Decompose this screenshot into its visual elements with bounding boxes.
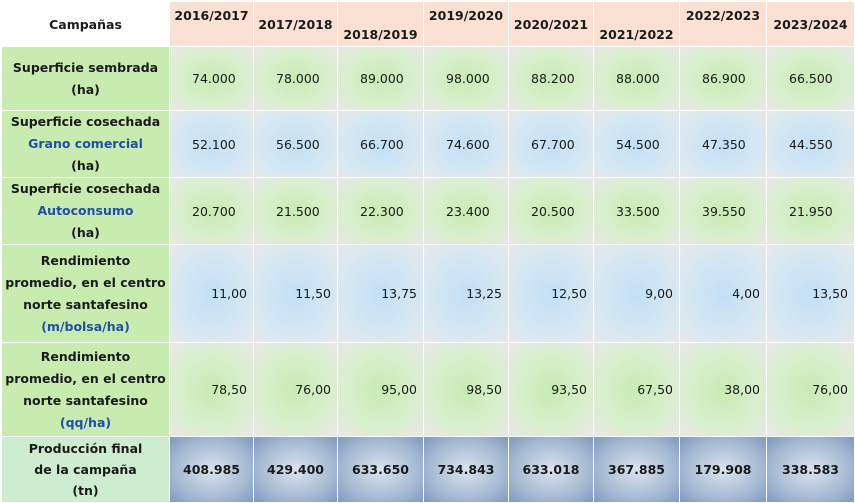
year-header: 2021/2022 <box>593 1 680 47</box>
year-header: 2018/2019 <box>337 1 424 47</box>
table-cell: 12,50 <box>508 244 594 343</box>
table-cell: 367.885 <box>593 436 680 503</box>
table-cell: 67.700 <box>508 110 594 178</box>
row-label: Superficie sembrada (ha) <box>1 46 170 111</box>
year-header: 2022/2023 <box>679 1 767 47</box>
table-cell: 74.000 <box>169 46 254 111</box>
table-cell: 13,75 <box>337 244 424 343</box>
row-label-line: Superficie sembrada <box>12 59 159 75</box>
table-cell: 66.500 <box>766 46 855 111</box>
table-cell: 633.018 <box>508 436 594 503</box>
table-cell: 95,00 <box>337 342 424 437</box>
table-cell: 93,50 <box>508 342 594 437</box>
row-label-line: Superficie cosechada <box>10 114 161 129</box>
table-cell: 88.000 <box>593 46 680 111</box>
row-label: Rendimiento promedio, en el centro norte… <box>1 342 170 437</box>
table-cell: 98,50 <box>423 342 509 437</box>
table-row: Rendimiento promedio, en el centro norte… <box>1 244 855 343</box>
table-cell: 98.000 <box>423 46 509 111</box>
row-label-line: norte santafesino <box>23 296 148 312</box>
table-row: Superficie cosechada Autoconsumo (ha) 20… <box>1 177 855 245</box>
row-label-line: promedio, en el centro <box>5 370 166 386</box>
row-label-line: promedio, en el centro <box>5 274 166 290</box>
table-cell: 11,00 <box>169 244 254 343</box>
year-header: 2020/2021 <box>508 1 594 47</box>
row-label-line: Rendimiento <box>40 348 131 364</box>
row-label-line: (m/bolsa/ha) <box>41 318 130 334</box>
row-label-line: (ha) <box>71 158 100 173</box>
table-cell: 20.500 <box>508 177 594 245</box>
table-row: Rendimiento promedio, en el centro norte… <box>1 342 855 437</box>
row-label-line: (qq/ha) <box>59 414 112 430</box>
table-cell: 179.908 <box>679 436 767 503</box>
table-cell: 66.700 <box>337 110 424 178</box>
table-row: Producción final de la campaña (tn) 408.… <box>1 436 855 503</box>
row-label-line: Autoconsumo <box>37 203 134 218</box>
table-row: Superficie cosechada Grano comercial (ha… <box>1 110 855 178</box>
row-label-line: Rendimiento <box>40 252 131 268</box>
table-cell: 338.583 <box>766 436 855 503</box>
table-cell: 76,00 <box>253 342 338 437</box>
row-label-line: (tn) <box>72 483 99 498</box>
header-corner: Campañas <box>1 1 170 47</box>
table-cell: 21.950 <box>766 177 855 245</box>
table-cell: 78.000 <box>253 46 338 111</box>
table-cell: 429.400 <box>253 436 338 503</box>
table-cell: 67,50 <box>593 342 680 437</box>
table-cell: 20.700 <box>169 177 254 245</box>
table-cell: 13,25 <box>423 244 509 343</box>
row-label: Rendimiento promedio, en el centro norte… <box>1 244 170 343</box>
table-cell: 13,50 <box>766 244 855 343</box>
table-cell: 22.300 <box>337 177 424 245</box>
table-cell: 9,00 <box>593 244 680 343</box>
table-cell: 56.500 <box>253 110 338 178</box>
table-cell: 21.500 <box>253 177 338 245</box>
table-row: Superficie sembrada (ha) 74.000 78.000 8… <box>1 46 855 111</box>
table-cell: 74.600 <box>423 110 509 178</box>
table-cell: 52.100 <box>169 110 254 178</box>
row-label-line: (ha) <box>71 81 100 97</box>
row-label: Superficie cosechada Autoconsumo (ha) <box>1 177 170 245</box>
table-cell: 44.550 <box>766 110 855 178</box>
table-cell: 33.500 <box>593 177 680 245</box>
table-cell: 408.985 <box>169 436 254 503</box>
table-cell: 4,00 <box>679 244 767 343</box>
table-cell: 78,50 <box>169 342 254 437</box>
table-cell: 23.400 <box>423 177 509 245</box>
row-label-line: de la campaña <box>34 462 137 477</box>
table-cell: 54.500 <box>593 110 680 178</box>
table-cell: 39.550 <box>679 177 767 245</box>
table-cell: 11,50 <box>253 244 338 343</box>
table-cell: 633.650 <box>337 436 424 503</box>
table-cell: 86.900 <box>679 46 767 111</box>
year-header: 2017/2018 <box>253 1 338 47</box>
table-cell: 88.200 <box>508 46 594 111</box>
row-label-line: Grano comercial <box>28 136 143 151</box>
year-header: 2019/2020 <box>423 1 509 47</box>
header-row: Campañas 2016/2017 2017/2018 2018/2019 2… <box>1 1 855 47</box>
row-label-line: (ha) <box>71 225 100 240</box>
row-label-line: Producción final <box>28 441 143 456</box>
year-header: 2023/2024 <box>766 1 855 47</box>
row-label: Superficie cosechada Grano comercial (ha… <box>1 110 170 178</box>
table-cell: 38,00 <box>679 342 767 437</box>
row-label: Producción final de la campaña (tn) <box>1 436 170 503</box>
table-cell: 89.000 <box>337 46 424 111</box>
row-label-line: norte santafesino <box>23 392 148 408</box>
year-header: 2016/2017 <box>169 1 254 47</box>
table-cell: 47.350 <box>679 110 767 178</box>
table-cell: 734.843 <box>423 436 509 503</box>
row-label-line: Superficie cosechada <box>10 181 161 196</box>
table-cell: 76,00 <box>766 342 855 437</box>
